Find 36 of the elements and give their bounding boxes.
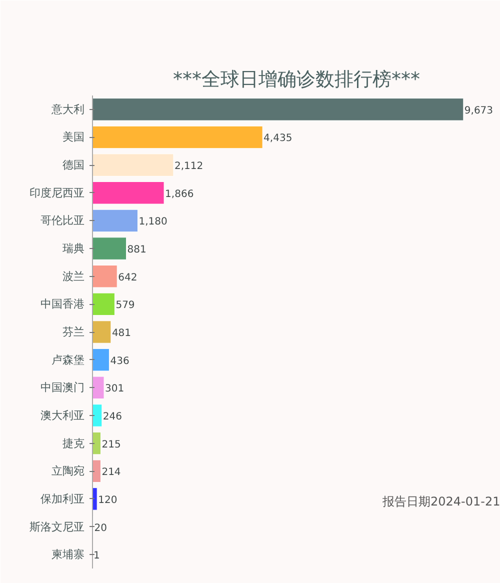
y-tick-label: 澳大利亚 <box>40 408 84 422</box>
y-tick-label: 波兰 <box>62 270 84 283</box>
data-label: 20 <box>94 522 107 534</box>
data-label: 301 <box>105 384 124 395</box>
data-label: 436 <box>110 356 130 367</box>
y-tick-label: 斯洛文尼亚 <box>30 520 84 534</box>
y-tick-label: 柬埔寨 <box>52 548 84 562</box>
y-tick-label: 立陶宛 <box>52 464 84 478</box>
annotation: 报告日期2024-01-21 <box>382 494 500 508</box>
y-tick-label: 捷克 <box>62 436 84 450</box>
y-tick-label: 印度尼西亚 <box>30 186 84 200</box>
data-label: 642 <box>118 272 138 284</box>
data-label: 2,112 <box>174 161 204 172</box>
y-tick-label: 保加利亚 <box>40 492 84 506</box>
data-label: 1,866 <box>165 188 194 200</box>
y-tick-label: 美国 <box>62 130 84 144</box>
chart-title: ***全球日增确诊数排行榜*** <box>173 68 420 90</box>
y-tick-label: 中国澳门 <box>40 381 84 394</box>
data-label: 214 <box>102 467 121 478</box>
y-tick-label: 卢森堡 <box>52 353 84 366</box>
data-label: 246 <box>102 411 122 422</box>
y-tick-label: 芬兰 <box>62 326 84 338</box>
data-label: 481 <box>112 328 132 339</box>
data-label: 881 <box>127 244 146 256</box>
y-tick-label: 瑞典 <box>62 242 84 256</box>
y-tick-label: 哥伦比亚 <box>40 214 84 228</box>
data-label: 4,435 <box>264 133 292 144</box>
data-label: 9,673 <box>464 105 494 116</box>
y-tick-label: 意大利 <box>50 102 84 116</box>
data-label: 1,180 <box>138 216 168 228</box>
y-tick-label: 德国 <box>62 158 84 172</box>
data-label: 1 <box>94 550 100 562</box>
y-tick-label: 中国香港 <box>40 298 84 311</box>
data-label: 215 <box>102 439 121 450</box>
data-label: 579 <box>116 300 135 312</box>
data-label: 120 <box>98 494 118 506</box>
